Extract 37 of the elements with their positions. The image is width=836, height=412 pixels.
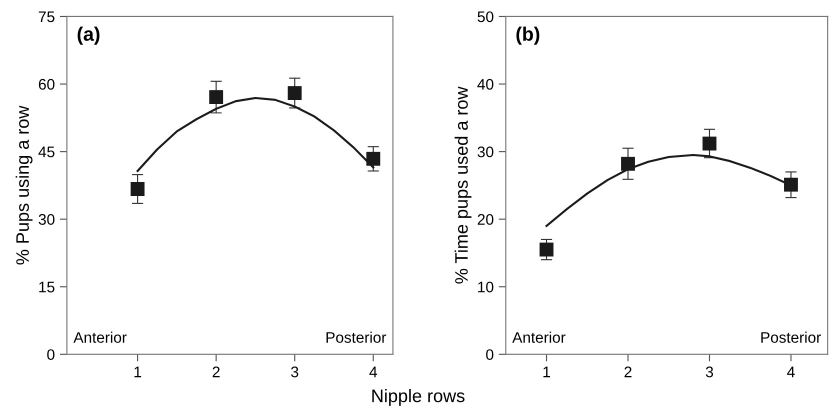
y-tick-label: 30: [478, 146, 494, 158]
x-tick-label: 4: [787, 366, 795, 378]
x-tick-label: 1: [543, 366, 550, 378]
y-tick-label: 75: [38, 12, 54, 22]
y-tick-label: 0: [486, 349, 494, 360]
annotation: Anterior: [512, 332, 566, 343]
point: [540, 242, 554, 257]
y-tick-label: 45: [38, 146, 54, 158]
x-tick-label: 4: [369, 366, 378, 378]
point: [288, 86, 302, 100]
chart-title: (b): [516, 26, 540, 45]
x-tick-label: 1: [134, 366, 142, 378]
y-tick-label: 15: [39, 282, 54, 292]
point: [130, 182, 145, 196]
annotation: Posterior: [326, 332, 386, 343]
x-tick-label: 3: [291, 366, 298, 378]
x-tick-label: 3: [706, 366, 714, 378]
y-tick-label: 30: [38, 214, 54, 225]
y-tick-label: 20: [478, 214, 494, 225]
point: [702, 136, 716, 150]
x-tick-label: 2: [212, 366, 220, 378]
x-axis-title: Nipple rows: [372, 388, 465, 406]
annotation: Posterior: [761, 332, 821, 343]
annotation: Anterior: [73, 332, 127, 343]
y-axis-title: % Pups using a row: [16, 106, 33, 265]
y-tick-label: 0: [47, 349, 54, 360]
y-tick-label: 40: [477, 78, 494, 90]
y-tick-label: 50: [478, 11, 494, 22]
point: [366, 152, 380, 166]
y-tick-label: 10: [478, 282, 494, 292]
y-axis-title: % Time pups used a row: [454, 86, 472, 284]
point: [784, 178, 798, 192]
point: [209, 90, 224, 104]
chart-title: (a): [78, 26, 100, 45]
point: [621, 156, 635, 171]
y-tick-label: 60: [38, 78, 54, 90]
x-tick-label: 2: [624, 366, 632, 378]
